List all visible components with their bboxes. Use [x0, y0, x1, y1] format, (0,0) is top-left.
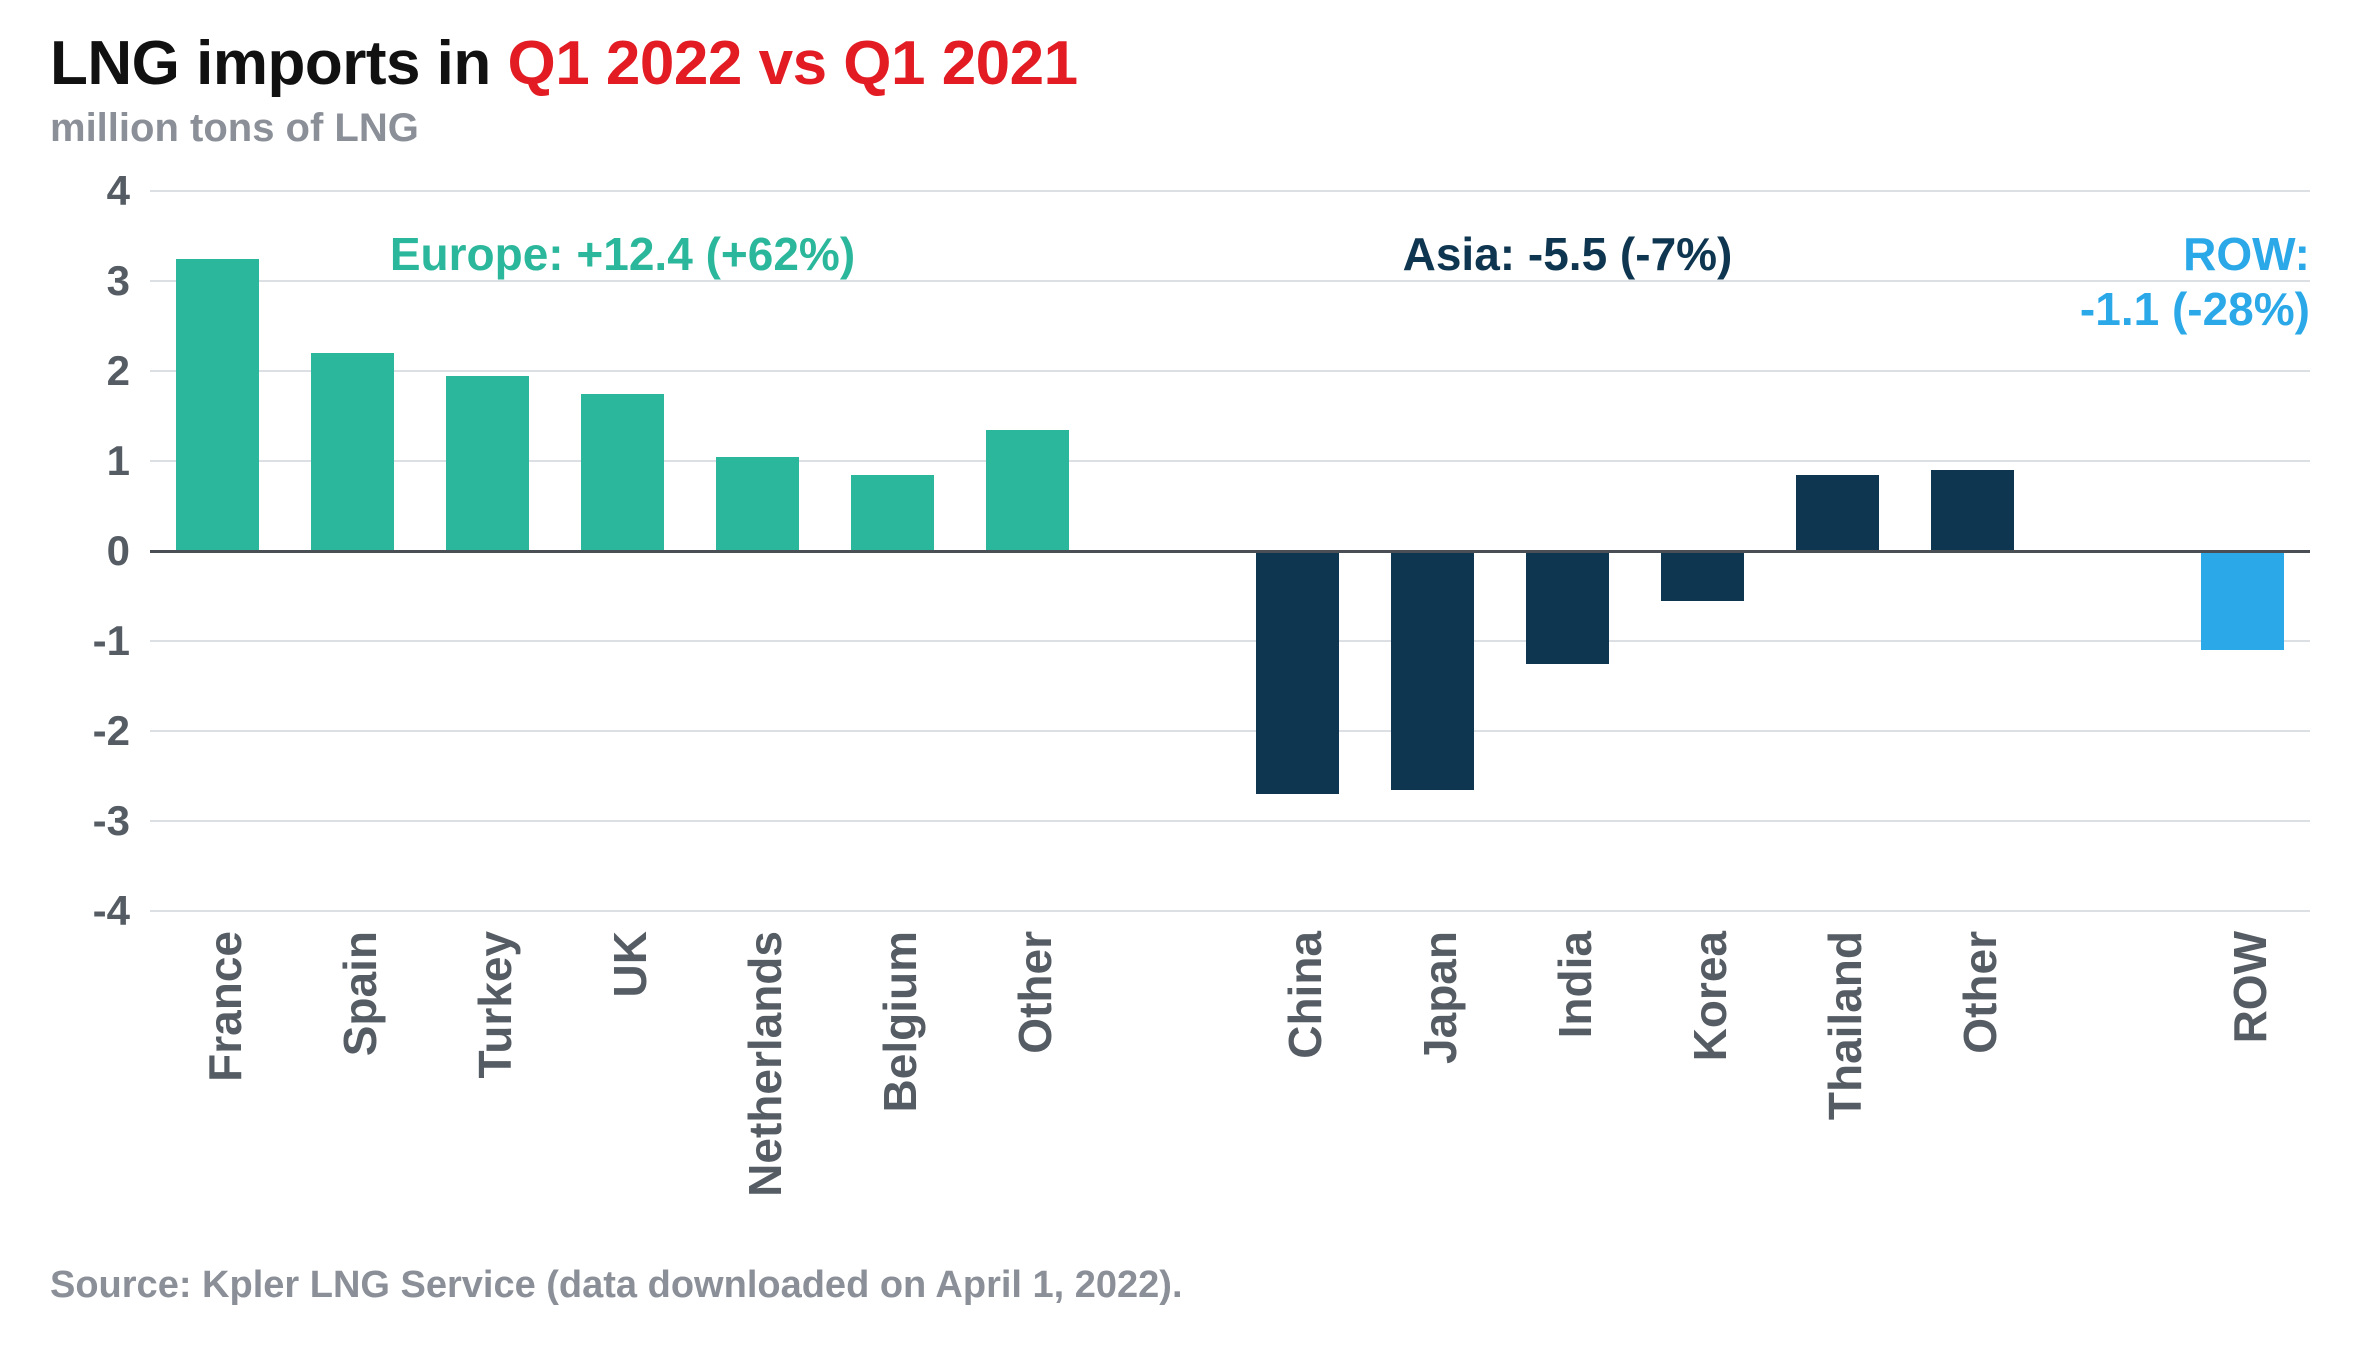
y-tick-label: -4 [50, 887, 130, 935]
gridline [150, 370, 2310, 372]
gridline [150, 910, 2310, 912]
chart-area: 43210-1-2-3-4 Europe: +12.4 (+62%)Asia: … [50, 191, 2310, 1111]
bar [986, 430, 1070, 552]
group-annotation: Europe: +12.4 (+62%) [390, 227, 855, 282]
title-highlight: Q1 2022 vs Q1 2021 [508, 29, 1078, 98]
page: LNG imports in Q1 2022 vs Q1 2021 millio… [0, 0, 2363, 1347]
x-axis-label: Turkey [468, 931, 522, 1078]
x-axis-label: ROW [2223, 931, 2277, 1043]
y-tick-label: -3 [50, 797, 130, 845]
gridline [150, 640, 2310, 642]
gridline [150, 190, 2310, 192]
x-axis-label: Japan [1413, 931, 1467, 1064]
x-axis-label: Spain [333, 931, 387, 1056]
x-axis-label: Other [1008, 931, 1062, 1054]
gridline [150, 820, 2310, 822]
x-axis-label: UK [603, 931, 657, 997]
y-tick-label: 0 [50, 527, 130, 575]
y-tick-label: -1 [50, 617, 130, 665]
gridline [150, 730, 2310, 732]
chart-title: LNG imports in Q1 2022 vs Q1 2021 [50, 30, 2313, 98]
bar [851, 475, 935, 552]
bar [1931, 470, 2015, 551]
bar [581, 394, 665, 552]
x-axis-label: Thailand [1818, 931, 1872, 1120]
y-tick-label: 3 [50, 257, 130, 305]
bar [446, 376, 530, 552]
x-axis-label: China [1278, 931, 1332, 1059]
zero-line [150, 550, 2310, 553]
bar [1526, 551, 1610, 664]
bar [2201, 551, 2285, 650]
bar [1391, 551, 1475, 790]
bar [311, 353, 395, 551]
group-annotation: Asia: -5.5 (-7%) [1403, 227, 1733, 282]
chart-subtitle: million tons of LNG [50, 106, 2313, 151]
y-tick-label: -2 [50, 707, 130, 755]
y-tick-label: 2 [50, 347, 130, 395]
plot-area: Europe: +12.4 (+62%) Asia: -5.5 (-7%) ROW:… [150, 191, 2310, 911]
x-axis-label: Korea [1683, 931, 1737, 1061]
source-text: Source: Kpler LNG Service (data download… [50, 1264, 1183, 1307]
x-axis-label: Belgium [873, 931, 927, 1112]
x-axis-label: France [198, 931, 252, 1082]
bar [716, 457, 800, 552]
x-axis-label: Netherlands [738, 931, 792, 1197]
bar [1256, 551, 1340, 794]
bar [1661, 551, 1745, 601]
y-tick-label: 4 [50, 167, 130, 215]
x-axis-label: India [1548, 931, 1602, 1038]
title-prefix: LNG imports in [50, 29, 508, 98]
bar [176, 259, 260, 552]
x-axis-label: Other [1953, 931, 2007, 1054]
group-annotation: ROW: -1.1 (-28%) [2080, 227, 2310, 337]
bar [1796, 475, 1880, 552]
y-tick-label: 1 [50, 437, 130, 485]
